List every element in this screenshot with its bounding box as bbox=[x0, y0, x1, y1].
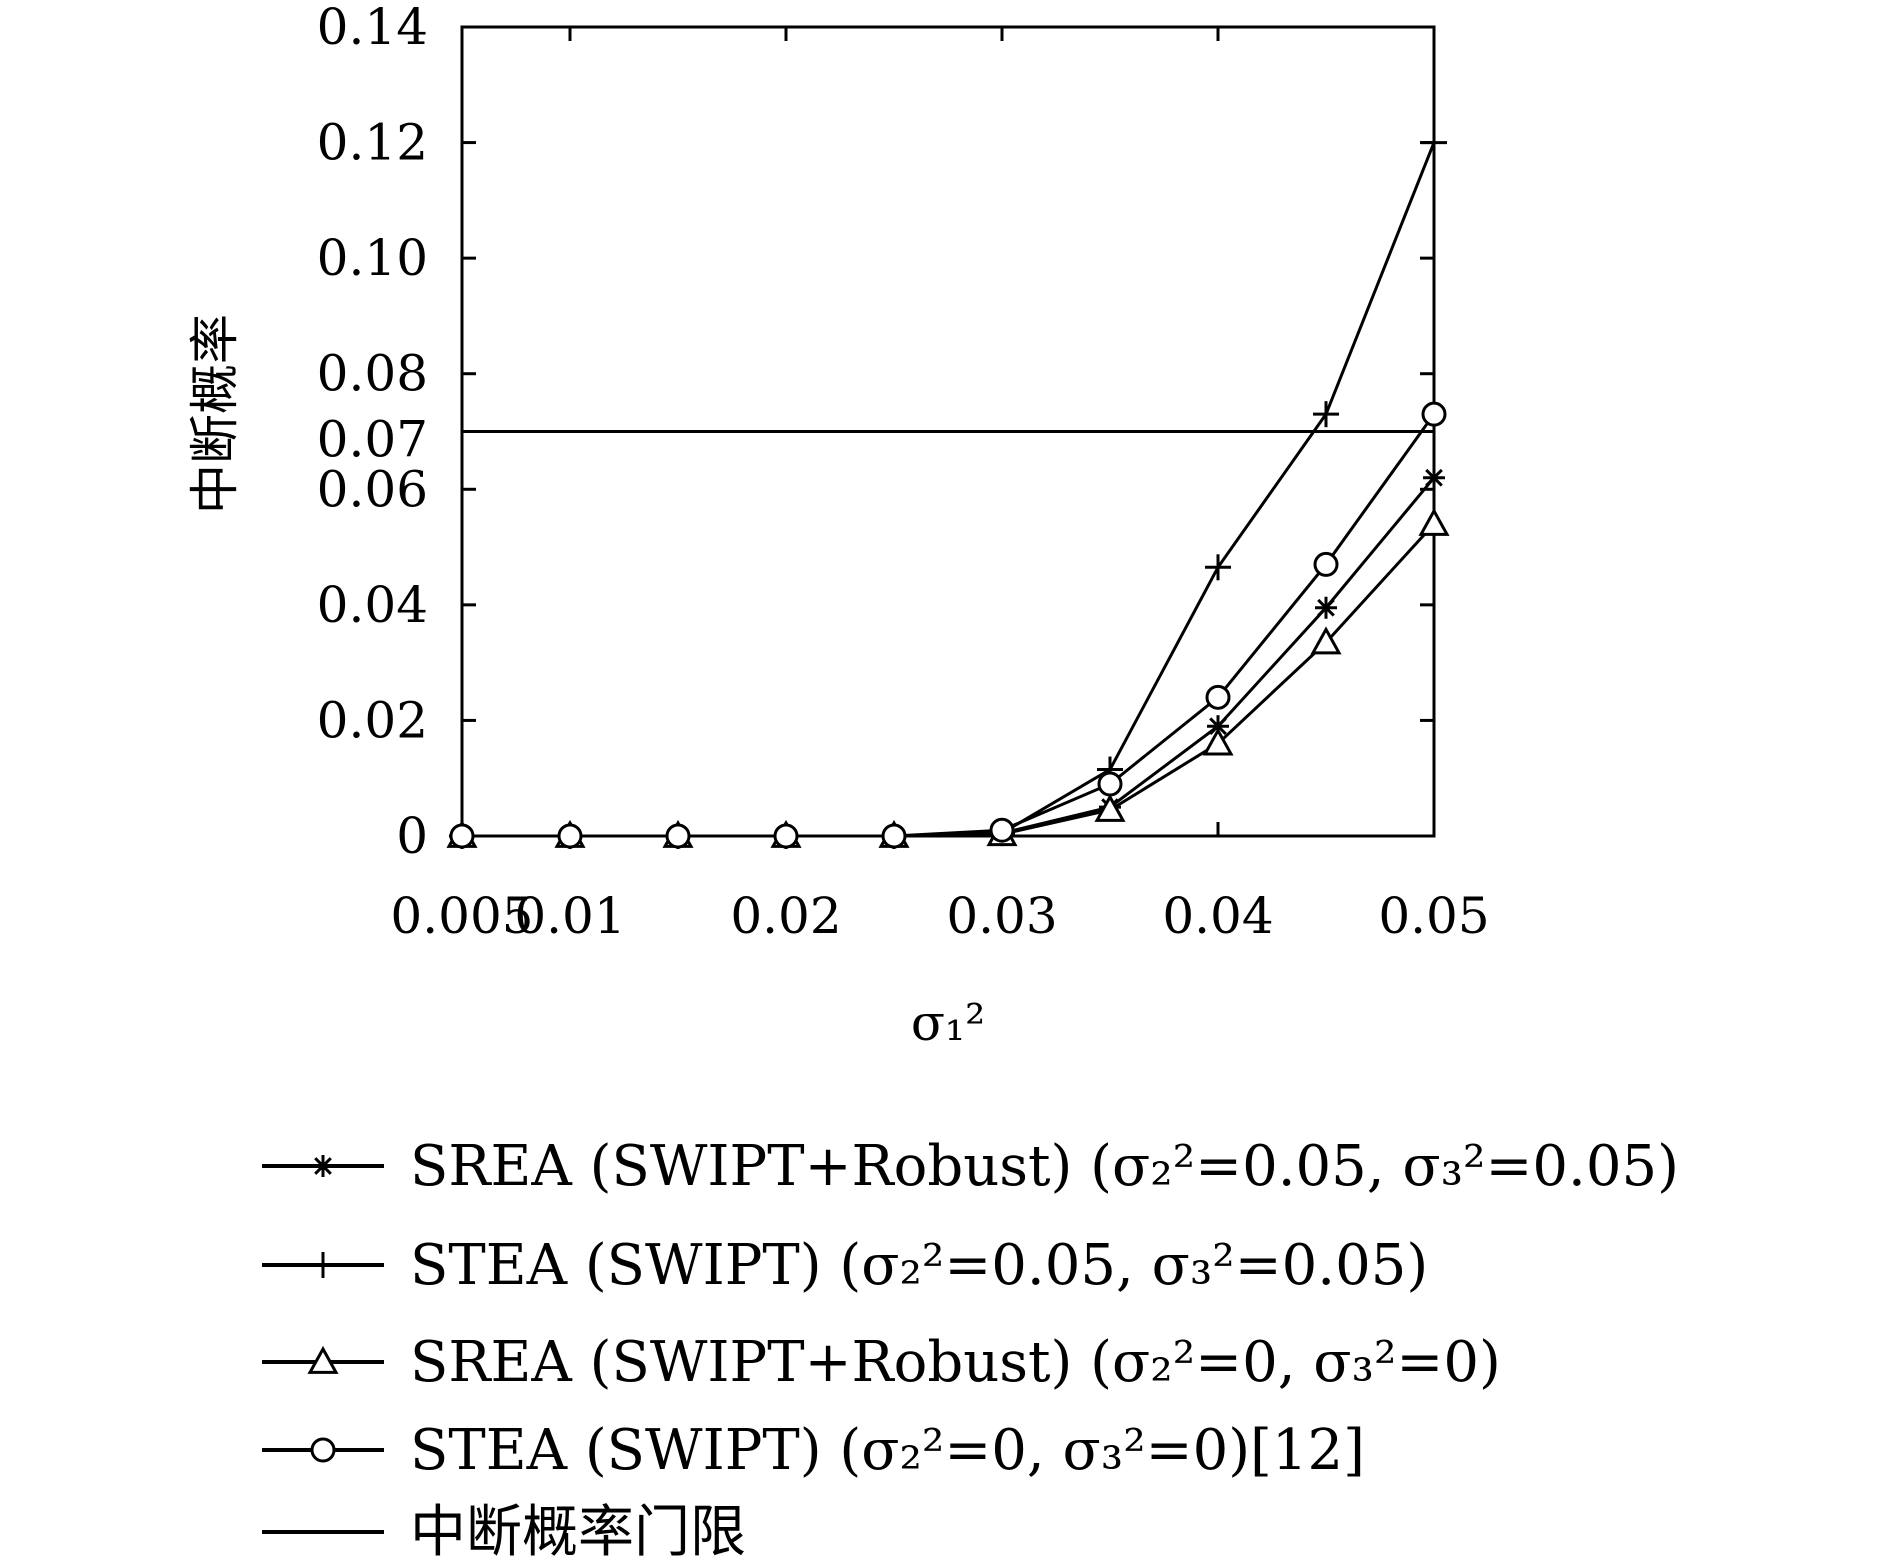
data-point bbox=[1205, 554, 1231, 581]
circle-shape bbox=[1313, 551, 1339, 577]
legend-entry: SREA (SWIPT+Robust) (σ₂²=0, σ₃²=0) bbox=[262, 1330, 1501, 1395]
data-point bbox=[881, 823, 907, 849]
x-tick-label: 0.05 bbox=[1378, 887, 1489, 945]
axis-labels: 中断概率 σ₁² bbox=[186, 314, 985, 1052]
circle-shape bbox=[449, 823, 475, 849]
circle-shape bbox=[310, 1437, 336, 1463]
data-point bbox=[1094, 793, 1126, 822]
series-1 bbox=[451, 466, 1445, 847]
y-tick-label: 0.02 bbox=[317, 691, 428, 749]
circle-shape bbox=[773, 823, 799, 849]
y-axis-label: 中断概率 bbox=[186, 314, 244, 514]
legend: SREA (SWIPT+Robust) (σ₂²=0.05, σ₃²=0.05)… bbox=[262, 1134, 1679, 1559]
x-tick-label: 0.01 bbox=[514, 887, 625, 945]
legend-entry: 中断概率门限 bbox=[262, 1500, 746, 1559]
data-point bbox=[665, 823, 691, 849]
circle-shape bbox=[881, 823, 907, 849]
triangle-shape bbox=[1094, 793, 1126, 822]
star-stroke bbox=[1425, 468, 1443, 487]
circle-marker bbox=[310, 1437, 336, 1463]
series-line bbox=[462, 522, 1436, 838]
series-4 bbox=[449, 401, 1447, 849]
y-tick-label: 0.06 bbox=[317, 460, 428, 518]
legend-entry: STEA (SWIPT) (σ₂²=0, σ₃²=0)[12] bbox=[262, 1418, 1365, 1483]
legend-label: 中断概率门限 bbox=[410, 1500, 746, 1559]
circle-shape bbox=[1421, 401, 1447, 427]
data-point bbox=[1421, 401, 1447, 427]
x-tick-label: 0.02 bbox=[730, 887, 841, 945]
legend-label: STEA (SWIPT) (σ₂²=0.05, σ₃²=0.05) bbox=[410, 1233, 1428, 1298]
data-point bbox=[1205, 684, 1231, 710]
legend-label: SREA (SWIPT+Robust) (σ₂²=0.05, σ₃²=0.05) bbox=[410, 1134, 1679, 1199]
data-point bbox=[1313, 551, 1339, 577]
triangle-shape bbox=[1202, 727, 1234, 756]
circle-shape bbox=[557, 823, 583, 849]
triangle-marker bbox=[307, 1345, 339, 1374]
circle-shape bbox=[1205, 684, 1231, 710]
data-point bbox=[557, 823, 583, 849]
y-tick-label: 0.04 bbox=[317, 576, 428, 634]
series-layer bbox=[446, 129, 1450, 849]
series-2 bbox=[449, 129, 1447, 849]
circle-shape bbox=[1097, 771, 1123, 797]
y-tick-label: 0.07 bbox=[317, 411, 428, 469]
data-point bbox=[1202, 727, 1234, 756]
legend-entry: STEA (SWIPT) (σ₂²=0.05, σ₃²=0.05) bbox=[262, 1233, 1428, 1298]
data-point bbox=[773, 823, 799, 849]
data-point bbox=[1310, 626, 1342, 655]
data-point bbox=[1097, 771, 1123, 797]
plus-marker bbox=[310, 1252, 336, 1278]
data-point bbox=[449, 823, 475, 849]
series-3 bbox=[446, 507, 1450, 848]
circle-shape bbox=[989, 817, 1015, 843]
data-point bbox=[989, 817, 1015, 843]
circle-shape bbox=[665, 823, 691, 849]
legend-label: STEA (SWIPT) (σ₂²=0, σ₃²=0)[12] bbox=[410, 1418, 1365, 1483]
data-point bbox=[1421, 129, 1447, 156]
y-tick-label: 0.12 bbox=[317, 114, 428, 172]
y-tick-label: 0 bbox=[396, 807, 428, 865]
y-tick-label: 0.08 bbox=[317, 345, 428, 403]
legend-label: SREA (SWIPT+Robust) (σ₂²=0, σ₃²=0) bbox=[410, 1330, 1501, 1395]
x-tick-label: 0.04 bbox=[1162, 887, 1273, 945]
series-line bbox=[462, 142, 1436, 838]
y-axis-ticks: 0 0.02 0.04 0.060.07 0.08 0.10 0.12 0.14 bbox=[317, 0, 1434, 865]
y-tick-label: 0.14 bbox=[317, 0, 428, 56]
series-line bbox=[462, 476, 1436, 838]
series-line bbox=[462, 413, 1436, 838]
x-tick-label: 0.005 bbox=[390, 887, 533, 945]
data-point bbox=[1418, 507, 1450, 536]
triangle-shape bbox=[1418, 507, 1450, 536]
data-point bbox=[1423, 466, 1445, 489]
triangle-shape bbox=[1310, 626, 1342, 655]
triangle-shape bbox=[307, 1345, 339, 1374]
legend-entry: SREA (SWIPT+Robust) (σ₂²=0.05, σ₃²=0.05) bbox=[262, 1134, 1679, 1199]
x-tick-label: 0.03 bbox=[946, 887, 1057, 945]
x-axis-label: σ₁² bbox=[911, 994, 985, 1052]
data-point bbox=[1315, 596, 1337, 619]
star-marker bbox=[312, 1155, 334, 1177]
star-stroke bbox=[1317, 598, 1335, 617]
star-stroke bbox=[314, 1157, 332, 1175]
star-stroke bbox=[1209, 717, 1227, 736]
y-tick-label: 0.10 bbox=[317, 229, 428, 287]
data-point bbox=[1313, 401, 1339, 428]
